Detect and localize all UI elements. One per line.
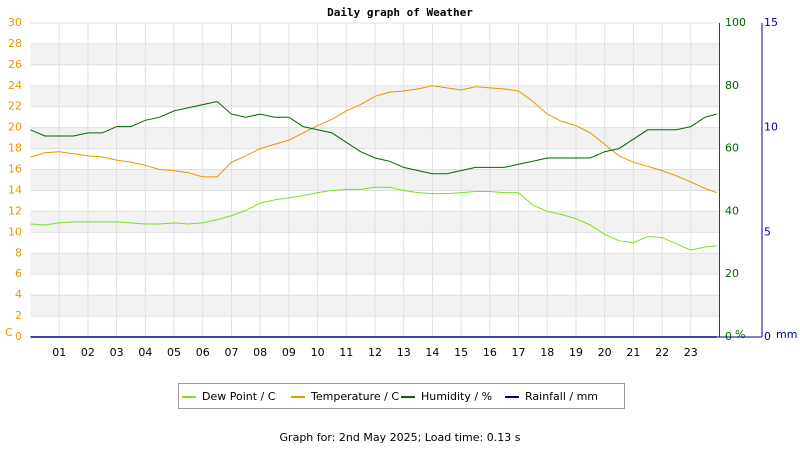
y-tick-label: 24 xyxy=(8,79,22,92)
y3-tick-label: 15 xyxy=(764,16,778,29)
y3-axis-label: mm xyxy=(776,328,797,341)
x-tick-label: 23 xyxy=(684,346,698,359)
legend-label: Dew Point / C xyxy=(202,390,276,403)
y-tick-label: 2 xyxy=(15,309,22,322)
legend-label: Rainfall / mm xyxy=(525,390,598,403)
legend-box xyxy=(178,383,625,409)
series-line xyxy=(30,186,717,251)
y-tick-label: 12 xyxy=(8,204,22,217)
footer: Graph for: 2nd May 2025; Load time: 0.13… xyxy=(280,431,521,444)
y2-tick-label: 20 xyxy=(725,267,739,280)
x-tick-label: 15 xyxy=(454,346,468,359)
x-tick-label: 22 xyxy=(655,346,669,359)
y-tick-label: 10 xyxy=(8,225,22,238)
x-tick-label: 09 xyxy=(282,346,296,359)
x-tick-label: 08 xyxy=(253,346,267,359)
y2-tick-label: 40 xyxy=(725,204,739,217)
x-tick-label: 10 xyxy=(311,346,325,359)
y2-tick-label: 80 xyxy=(725,79,739,92)
x-tick-label: 03 xyxy=(110,346,124,359)
x-tick-label: 21 xyxy=(626,346,640,359)
y2-tick-label: 100 xyxy=(725,16,746,29)
y2-axis-label: % xyxy=(735,328,745,341)
chart-title: Daily graph of Weather xyxy=(327,6,473,19)
y-tick-label: 0 xyxy=(15,330,22,343)
y-tick-label: 20 xyxy=(8,121,22,134)
y3-tick-label: 5 xyxy=(764,225,771,238)
x-tick-label: 18 xyxy=(540,346,554,359)
y-tick-label: 28 xyxy=(8,37,22,50)
y-tick-label: 6 xyxy=(15,267,22,280)
y-tick-label: 30 xyxy=(8,16,22,29)
y-axis-label: C xyxy=(5,326,13,339)
x-tick-label: 04 xyxy=(138,346,152,359)
x-tick-label: 13 xyxy=(397,346,411,359)
y-tick-label: 14 xyxy=(8,183,22,196)
y-tick-label: 16 xyxy=(8,163,22,176)
y-tick-label: 26 xyxy=(8,58,22,71)
series-line xyxy=(30,85,717,194)
x-tick-label: 11 xyxy=(339,346,353,359)
x-tick-label: 17 xyxy=(512,346,526,359)
y2-tick-label: 60 xyxy=(725,142,739,155)
legend-label: Temperature / C xyxy=(310,390,399,403)
y-tick-label: 8 xyxy=(15,246,22,259)
y3-tick-label: 10 xyxy=(764,121,778,134)
x-tick-label: 19 xyxy=(569,346,583,359)
y-tick-label: 4 xyxy=(15,288,22,301)
y3-tick-label: 0 xyxy=(764,330,771,343)
x-tick-label: 05 xyxy=(167,346,181,359)
x-tick-label: 14 xyxy=(425,346,439,359)
series-line xyxy=(30,100,717,175)
x-tick-label: 12 xyxy=(368,346,382,359)
x-tick-label: 16 xyxy=(483,346,497,359)
x-tick-label: 01 xyxy=(52,346,66,359)
x-tick-label: 20 xyxy=(598,346,612,359)
x-tick-label: 02 xyxy=(81,346,95,359)
x-tick-label: 07 xyxy=(224,346,238,359)
y-tick-label: 22 xyxy=(8,100,22,113)
y-tick-label: 18 xyxy=(8,142,22,155)
legend-label: Humidity / % xyxy=(421,390,492,403)
x-tick-label: 06 xyxy=(196,346,210,359)
